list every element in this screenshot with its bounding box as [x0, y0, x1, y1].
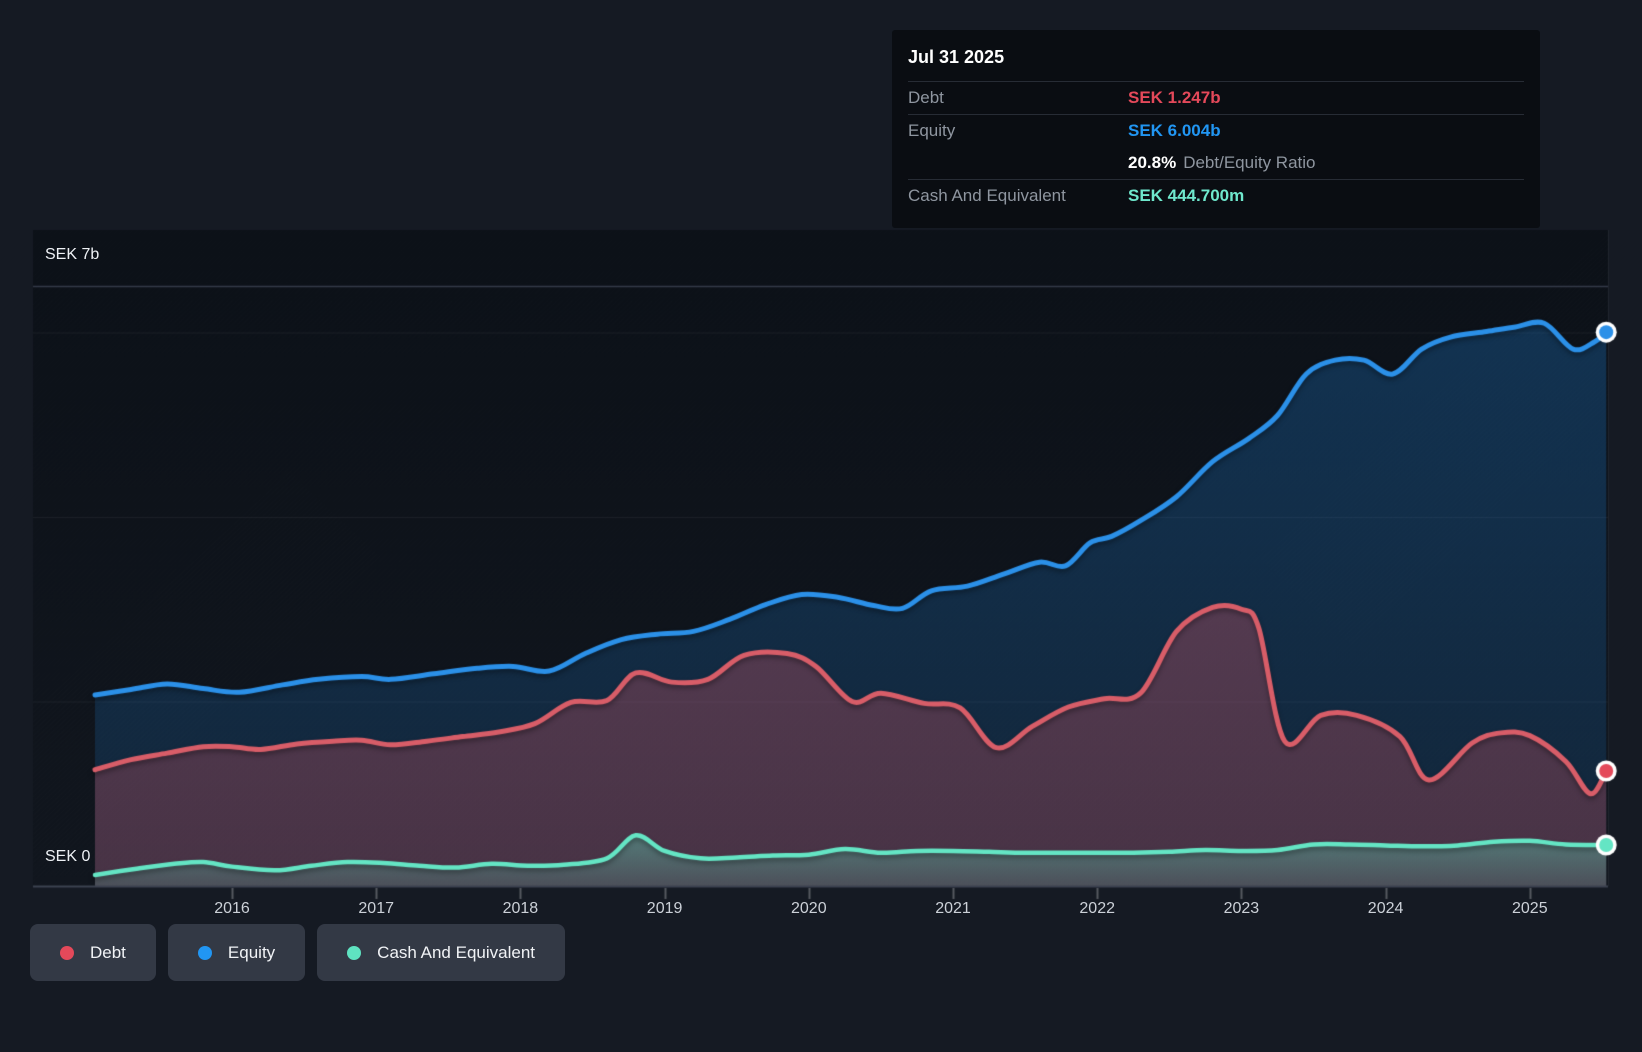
legend-equity-label: Equity [227, 942, 276, 962]
x-axis-label: 2022 [1079, 900, 1115, 917]
equity-dot-icon [197, 945, 212, 960]
tooltip-equity-value: SEK 6.004b [1128, 121, 1221, 140]
legend-chip-equity[interactable]: Equity [167, 924, 306, 981]
tooltip-debt-label: Debt [908, 88, 944, 107]
tooltip-row-debt: Debt SEK 1.247b [908, 81, 1524, 114]
chart-tooltip: Jul 31 2025 Debt SEK 1.247b Equity SEK 6… [892, 30, 1540, 228]
cash-dot-icon [347, 945, 362, 960]
x-axis-label: 2018 [502, 900, 539, 917]
y-axis-zero-label: SEK 0 [45, 848, 91, 865]
legend-chip-cash[interactable]: Cash And Equivalent [317, 924, 566, 981]
tooltip-ratio-label: Debt/Equity Ratio [1183, 153, 1316, 172]
x-axis-label: 2025 [1512, 900, 1548, 917]
x-axis-label: 2021 [935, 900, 971, 917]
legend-cash-label: Cash And Equivalent [377, 942, 536, 962]
x-axis-label: 2024 [1367, 900, 1404, 917]
y-axis-max-label: SEK 7b [45, 246, 100, 263]
tooltip-cash-label: Cash And Equivalent [908, 186, 1066, 205]
x-axis-label: 2019 [646, 900, 683, 917]
tooltip-equity-label: Equity [908, 121, 956, 140]
tooltip-date: Jul 31 2025 [908, 47, 1005, 67]
tooltip-ratio-value: 20.8% [1128, 153, 1177, 172]
tooltip-row-ratio: 20.8% Debt/Equity Ratio [908, 147, 1524, 179]
tooltip-row-equity: Equity SEK 6.004b [908, 114, 1524, 147]
x-axis-label: 2016 [214, 900, 250, 917]
x-axis-label: 2020 [791, 900, 827, 917]
legend-chip-debt[interactable]: Debt [30, 924, 156, 981]
legend-debt-label: Debt [90, 942, 126, 962]
chart-legend: Debt Equity Cash And Equivalent [30, 924, 566, 981]
tooltip-cash-value: SEK 444.700m [1128, 186, 1245, 205]
tooltip-row-cash: Cash And Equivalent SEK 444.700m [908, 179, 1524, 212]
x-axis-label: 2017 [358, 900, 394, 917]
x-axis-label: 2023 [1223, 900, 1260, 917]
tooltip-debt-value: SEK 1.247b [1128, 88, 1221, 107]
debt-dot-icon [60, 945, 74, 960]
